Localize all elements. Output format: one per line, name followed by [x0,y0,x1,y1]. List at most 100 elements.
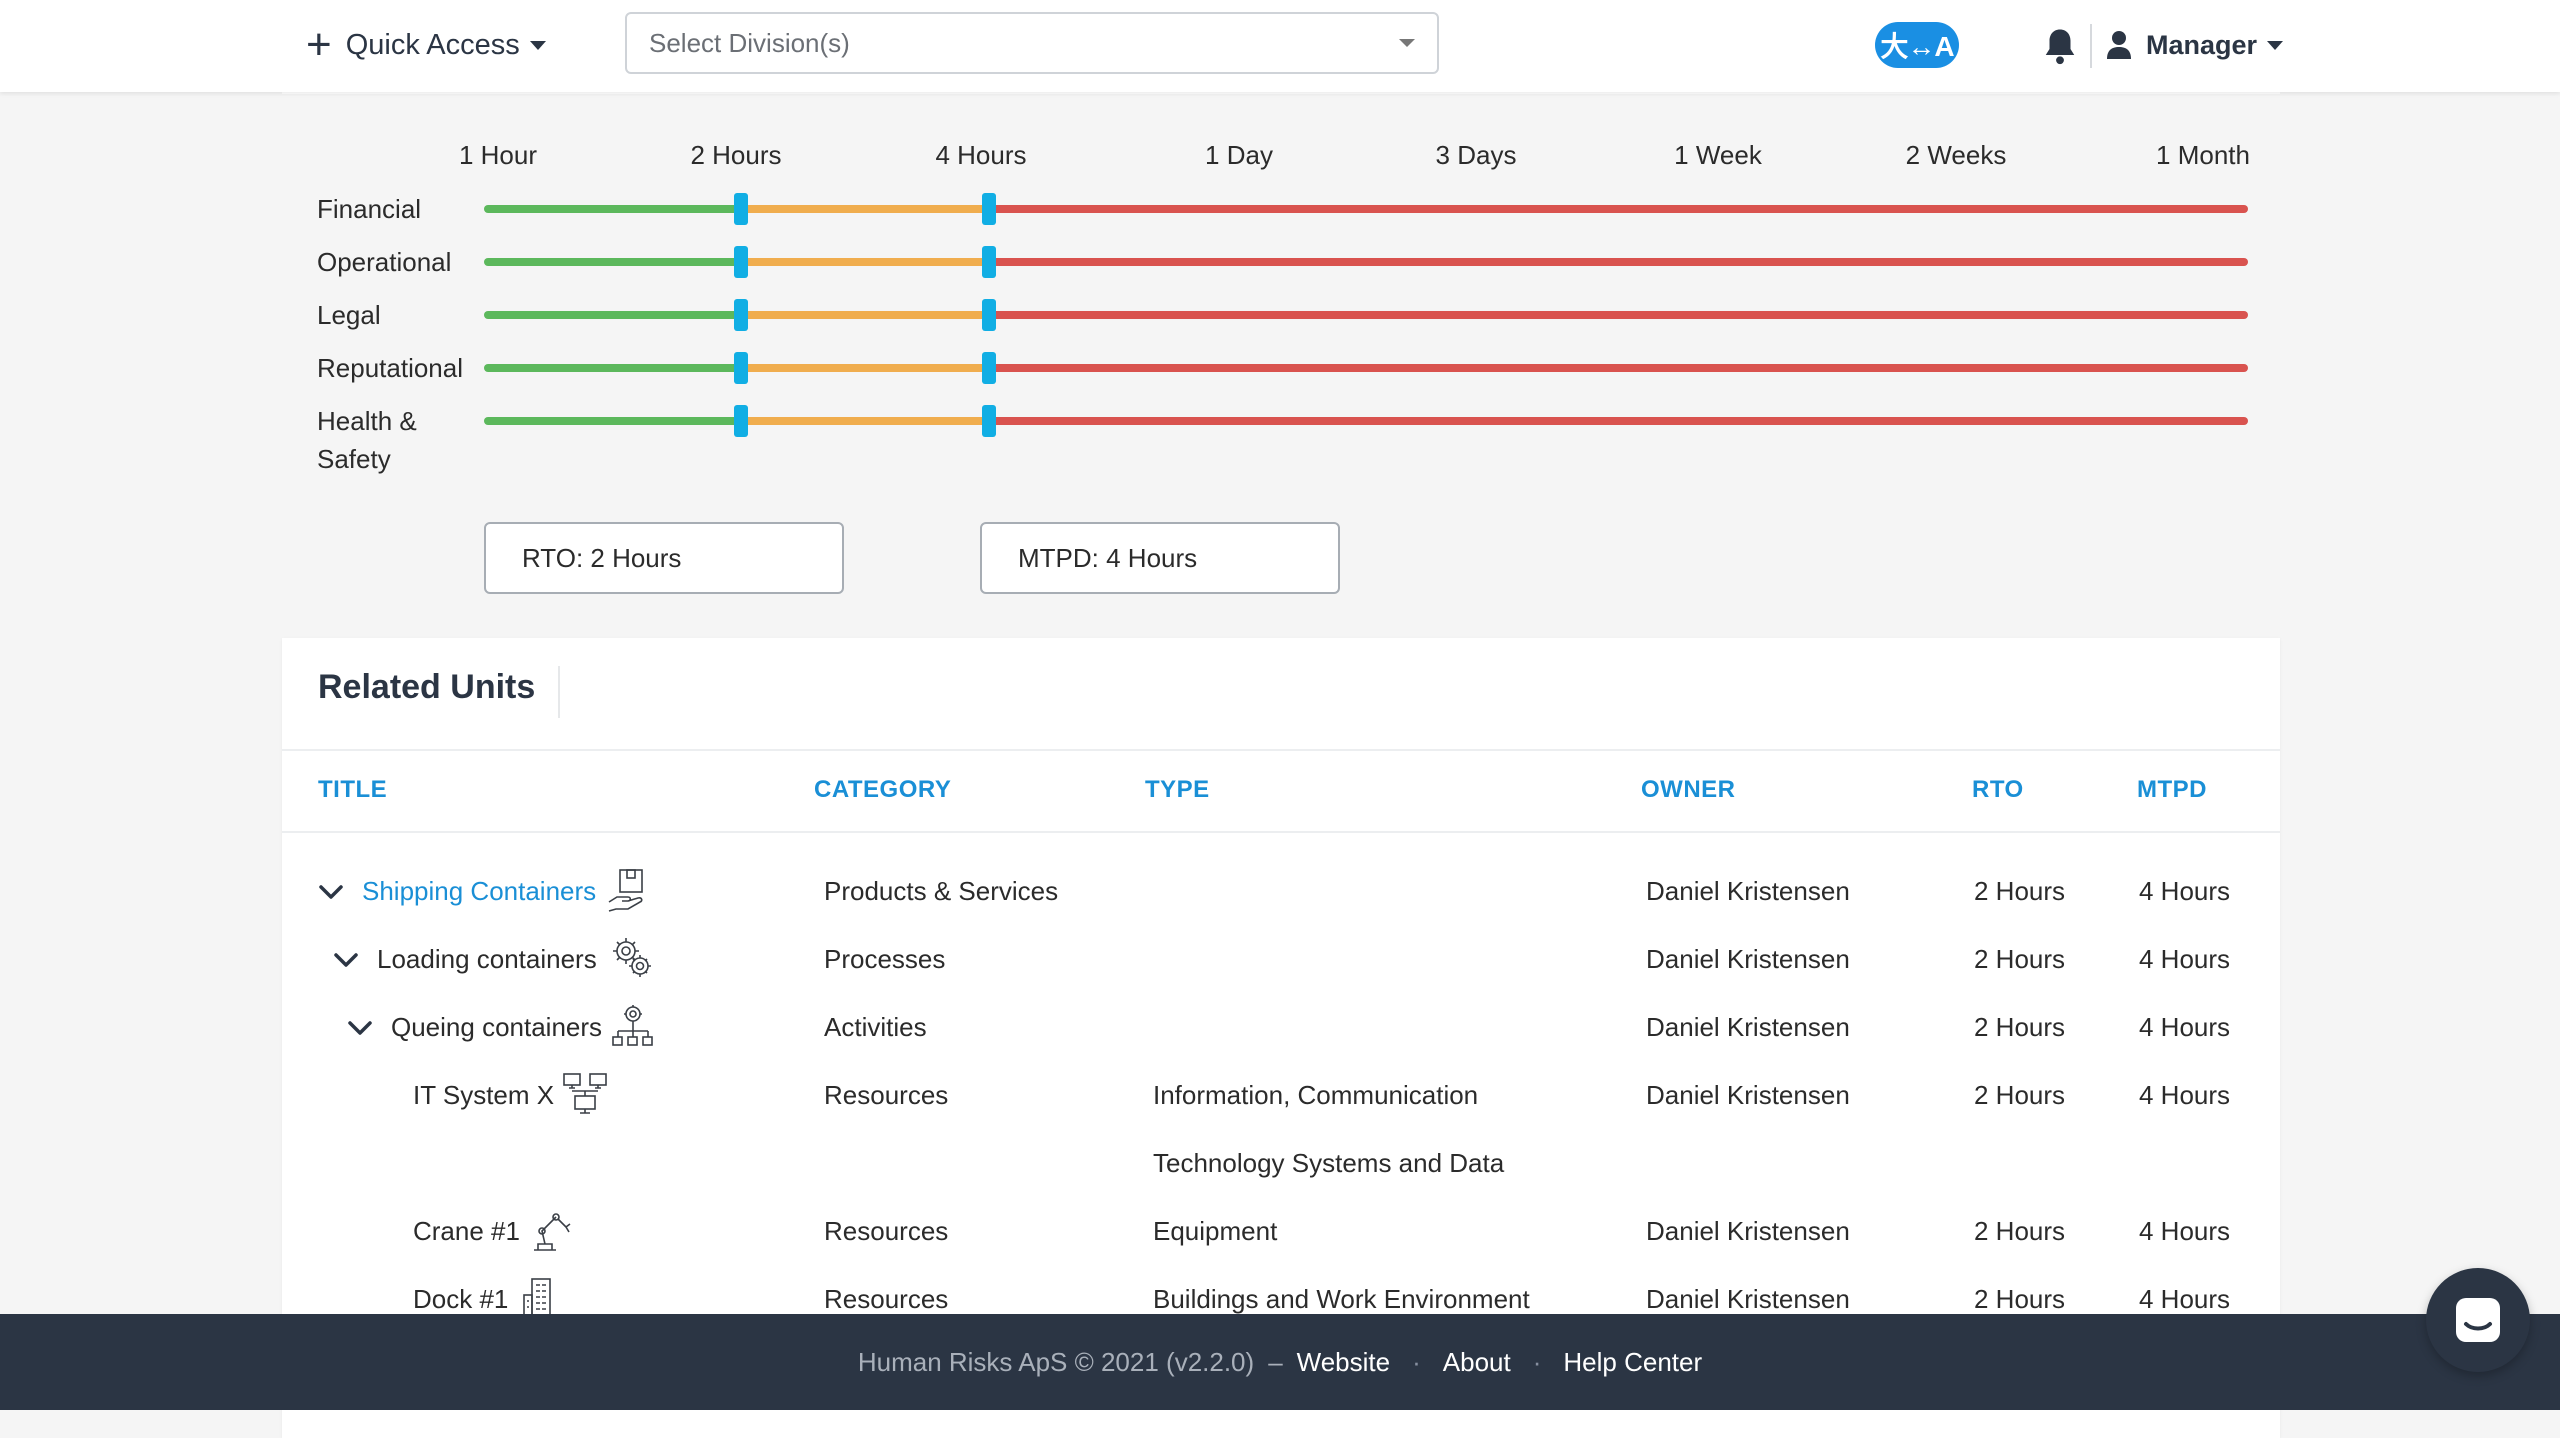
unacceptable-segment [989,364,2248,372]
rto-handle[interactable] [734,299,748,331]
unit-type-continued: Technology Systems and Data [1153,1148,1505,1178]
division-select[interactable]: Select Division(s) [625,12,1439,74]
unacceptable-segment [989,205,2248,213]
rto-handle[interactable] [734,193,748,225]
rto-handle[interactable] [734,352,748,384]
unit-owner: Daniel Kristensen [1646,1284,1850,1314]
user-menu[interactable]: Manager [2106,22,2284,68]
bell-icon[interactable] [2042,26,2078,66]
unit-title[interactable]: IT System X [413,1080,555,1110]
unit-title-link[interactable]: Shipping Containers [362,876,597,906]
unit-type: Equipment [1153,1216,1278,1246]
unit-category: Products & Services [824,876,1059,906]
mtpd-handle[interactable] [982,352,996,384]
tolerable-segment [741,205,989,213]
unit-title[interactable]: Dock #1 [413,1284,509,1314]
unacceptable-segment [989,258,2248,266]
unit-category: Processes [824,944,946,974]
unit-title[interactable]: Loading containers [377,944,597,974]
unit-rto: 2 Hours [1974,1080,2066,1110]
footer-copyright: Human Risks ApS © 2021 (v2.2.0) [857,1346,1255,1377]
tolerable-segment [741,417,989,425]
rto-value: RTO: 2 Hours [522,542,682,573]
footer-link-help-center[interactable]: Help Center [1563,1346,1703,1377]
chevron-down-icon[interactable] [332,950,360,970]
gear-hierarchy-icon [612,1005,653,1046]
unit-rto: 2 Hours [1974,1216,2066,1246]
impact-slider-health-safety[interactable] [484,405,2248,437]
scale-label-2-weeks: 2 Weeks [1905,140,2007,170]
user-name: Manager [2146,29,2258,60]
product-hand-icon [608,869,643,912]
unit-title[interactable]: Crane #1 [413,1216,520,1246]
unit-category: Resources [824,1080,949,1110]
column-header-rto[interactable]: RTO [1972,776,2024,803]
header-divider [2090,24,2092,68]
tolerable-segment [741,364,989,372]
plus-icon: + [306,20,332,69]
acceptable-segment [484,364,741,372]
unit-rto: 2 Hours [1974,1012,2066,1042]
tolerable-segment [741,311,989,319]
caret-down-icon [529,40,546,50]
acceptable-segment [484,205,741,213]
impact-slider-operational[interactable] [484,246,2248,278]
translate-icon[interactable]: 大↔A [1875,22,1959,68]
column-header-mtpd[interactable]: MTPD [2137,776,2207,803]
gears-icon [613,938,651,977]
scale-label-4-hours: 4 Hours [935,140,1027,170]
unacceptable-segment [989,311,2248,319]
impact-label-health-safety: Health & Safety [317,406,417,474]
unit-title[interactable]: Queing containers [391,1012,603,1042]
rto-handle[interactable] [734,405,748,437]
division-placeholder: Select Division(s) [649,27,850,58]
tolerable-segment [741,258,989,266]
mtpd-handle[interactable] [982,405,996,437]
mtpd-handle[interactable] [982,246,996,278]
caret-down-icon [2267,40,2284,50]
unit-type: Buildings and Work Environment [1153,1284,1530,1314]
footer-link-website[interactable]: Website [1296,1346,1391,1377]
acceptable-segment [484,311,741,319]
rto-handle[interactable] [734,246,748,278]
impact-slider-reputational[interactable] [484,352,2248,384]
quick-access-button[interactable]: + Quick Access [306,22,546,68]
column-header-category[interactable]: CATEGORY [814,776,952,803]
unit-owner: Daniel Kristensen [1646,876,1850,906]
chevron-down-icon[interactable] [346,1018,374,1038]
mtpd-value-box: MTPD: 4 Hours [980,522,1340,594]
footer-separator: · [1412,1346,1421,1377]
scale-label-1-day: 1 Day [1205,140,1273,170]
chat-launcher-button[interactable] [2426,1268,2530,1372]
unit-rto: 2 Hours [1974,944,2066,974]
dropdown-caret-icon [1399,39,1415,47]
scale-label-1-week: 1 Week [1674,140,1762,170]
scale-label-1-hour: 1 Hour [458,140,538,170]
scale-label-2-hours: 2 Hours [690,140,782,170]
unit-rto: 2 Hours [1974,876,2066,906]
impact-label-operational: Operational [317,247,452,277]
rto-value-box: RTO: 2 Hours [484,522,844,594]
footer-link-about[interactable]: About [1442,1346,1511,1377]
unit-owner: Daniel Kristensen [1646,1216,1850,1246]
column-header-type[interactable]: TYPE [1145,776,1210,803]
column-header-owner[interactable]: OWNER [1641,776,1736,803]
table-header-divider [282,831,2280,833]
related-units-card: Related Units TITLE CATEGORY TYPE OWNER … [282,638,2280,1438]
top-navbar: + Quick Access Select Division(s) 大↔A Ma… [0,0,2560,92]
unit-owner: Daniel Kristensen [1646,1080,1850,1110]
mtpd-handle[interactable] [982,193,996,225]
impact-slider-legal[interactable] [484,299,2248,331]
acceptable-segment [484,258,741,266]
unit-category: Resources [824,1284,949,1314]
card-title: Related Units [318,668,536,706]
card-header-divider [282,749,2280,751]
chevron-down-icon[interactable] [317,882,345,902]
unit-category: Resources [824,1216,949,1246]
impact-label-reputational: Reputational [317,353,463,383]
impact-slider-financial[interactable] [484,193,2248,225]
mtpd-handle[interactable] [982,299,996,331]
column-header-title[interactable]: TITLE [318,776,388,803]
unit-rto: 2 Hours [1974,1284,2066,1314]
unit-mtpd: 4 Hours [2139,1216,2231,1246]
